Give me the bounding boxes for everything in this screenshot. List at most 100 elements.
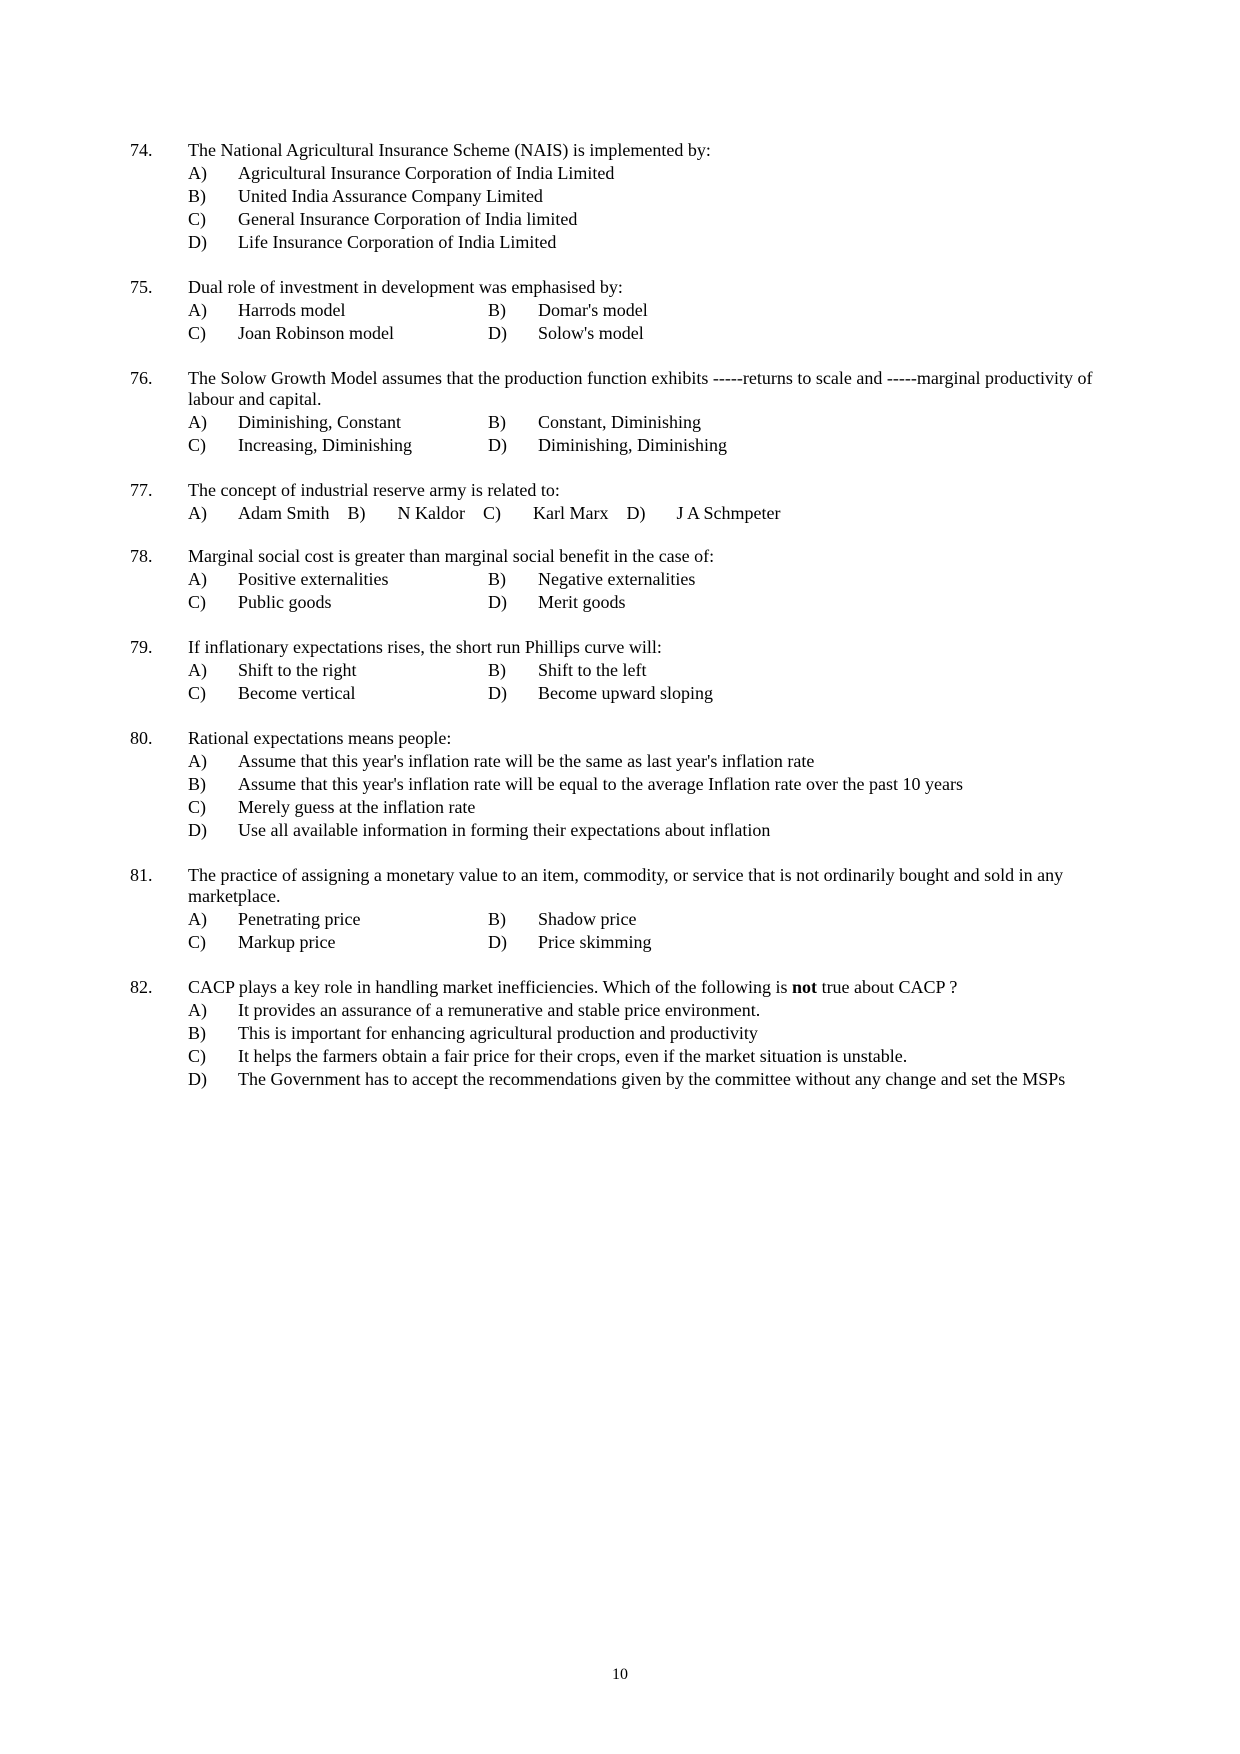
option-row: A)Agricultural Insurance Corporation of … — [188, 163, 1110, 184]
option-cell: C)Markup price — [188, 932, 488, 953]
option-cell: D)Diminishing, Diminishing — [488, 435, 1110, 456]
option-row: A)Harrods modelB)Domar's model — [188, 300, 1110, 321]
option-letter: C) — [188, 932, 238, 953]
question-body: The Solow Growth Model assumes that the … — [188, 368, 1110, 458]
option-text: Diminishing, Constant — [238, 412, 488, 433]
question-number: 81. — [130, 865, 188, 955]
option-text: Shadow price — [538, 909, 1110, 930]
question-body: The concept of industrial reserve army i… — [188, 480, 1110, 524]
option-letter: D) — [488, 932, 538, 953]
stem-text: CACP plays a key role in handling market… — [188, 977, 792, 997]
option-letter: C) — [483, 503, 533, 524]
option-cell: D)Solow's model — [488, 323, 1110, 344]
option-cell: C)Public goods — [188, 592, 488, 613]
question-number: 76. — [130, 368, 188, 458]
question-stem: Rational expectations means people: — [188, 728, 1110, 749]
option-text: Shift to the left — [538, 660, 1110, 681]
question-body: If inflationary expectations rises, the … — [188, 637, 1110, 706]
stem-emphasis: not — [792, 977, 817, 997]
option-cell: A)Penetrating price — [188, 909, 488, 930]
option-cell: D)Price skimming — [488, 932, 1110, 953]
option-letter: A) — [188, 660, 238, 681]
option-cell: A)Diminishing, Constant — [188, 412, 488, 433]
options-vertical: A)Assume that this year's inflation rate… — [188, 751, 1110, 841]
option-letter: A) — [188, 412, 238, 433]
question-stem: The practice of assigning a monetary val… — [188, 865, 1110, 907]
option-text: Life Insurance Corporation of India Limi… — [238, 232, 1110, 253]
option-text: Become vertical — [238, 683, 488, 704]
option-cell: B)Shadow price — [488, 909, 1110, 930]
option-letter: B) — [488, 660, 538, 681]
option-row: C)Joan Robinson modelD)Solow's model — [188, 323, 1110, 344]
question: 75.Dual role of investment in developmen… — [130, 277, 1110, 346]
question-body: Marginal social cost is greater than mar… — [188, 546, 1110, 615]
option-cell: A)Positive externalities — [188, 569, 488, 590]
option-text: United India Assurance Company Limited — [238, 186, 1110, 207]
option-row: C)General Insurance Corporation of India… — [188, 209, 1110, 230]
option-letter: B) — [188, 774, 238, 795]
question-body: Rational expectations means people:A)Ass… — [188, 728, 1110, 843]
option-row: D)Life Insurance Corporation of India Li… — [188, 232, 1110, 253]
question-stem: If inflationary expectations rises, the … — [188, 637, 1110, 658]
option-letter: B) — [488, 412, 538, 433]
option-letter: A) — [188, 909, 238, 930]
option-letter: A) — [188, 1000, 238, 1021]
option-cell: D)Become upward sloping — [488, 683, 1110, 704]
question-stem: CACP plays a key role in handling market… — [188, 977, 1110, 998]
option-text: Penetrating price — [238, 909, 488, 930]
option-text: Assume that this year's inflation rate w… — [238, 751, 1110, 772]
option-text: Joan Robinson model — [238, 323, 488, 344]
option-row: D)Use all available information in formi… — [188, 820, 1110, 841]
option-text: Diminishing, Diminishing — [538, 435, 1110, 456]
option-row: B)Assume that this year's inflation rate… — [188, 774, 1110, 795]
option-letter: A) — [188, 300, 238, 321]
question-number: 80. — [130, 728, 188, 843]
question: 79.If inflationary expectations rises, t… — [130, 637, 1110, 706]
option-text: Positive externalities — [238, 569, 488, 590]
questions-container: 74.The National Agricultural Insurance S… — [130, 140, 1110, 1092]
option-text: Constant, Diminishing — [538, 412, 1110, 433]
option-letter: B) — [488, 569, 538, 590]
question-number: 82. — [130, 977, 188, 1092]
question-number: 77. — [130, 480, 188, 524]
question: 74.The National Agricultural Insurance S… — [130, 140, 1110, 255]
option-cell: A)Shift to the right — [188, 660, 488, 681]
option-text: Assume that this year's inflation rate w… — [238, 774, 1110, 795]
question-stem: Dual role of investment in development w… — [188, 277, 1110, 298]
option-text: This is important for enhancing agricult… — [238, 1023, 1110, 1044]
option-text: Merely guess at the inflation rate — [238, 797, 1110, 818]
option-row: C)Become verticalD)Become upward sloping — [188, 683, 1110, 704]
question: 81.The practice of assigning a monetary … — [130, 865, 1110, 955]
option-text: Negative externalities — [538, 569, 1110, 590]
option-letter: A) — [188, 503, 238, 524]
option-letter: C) — [188, 209, 238, 230]
question: 78.Marginal social cost is greater than … — [130, 546, 1110, 615]
option-letter: C) — [188, 683, 238, 704]
option-row: A)It provides an assurance of a remunera… — [188, 1000, 1110, 1021]
option-letter: B) — [188, 186, 238, 207]
option-text: Merit goods — [538, 592, 1110, 613]
option-text: Domar's model — [538, 300, 1110, 321]
option-row: C)Merely guess at the inflation rate — [188, 797, 1110, 818]
question: 80.Rational expectations means people:A)… — [130, 728, 1110, 843]
option-letter: D) — [188, 232, 238, 253]
option-row: B)This is important for enhancing agricu… — [188, 1023, 1110, 1044]
option-letter: D) — [626, 503, 676, 524]
option-cell: C)Karl Marx — [483, 503, 608, 524]
option-text: The Government has to accept the recomme… — [238, 1069, 1110, 1090]
option-text: Solow's model — [538, 323, 1110, 344]
option-row: C)Public goodsD)Merit goods — [188, 592, 1110, 613]
option-letter: C) — [188, 435, 238, 456]
option-row: B)United India Assurance Company Limited — [188, 186, 1110, 207]
question-body: The National Agricultural Insurance Sche… — [188, 140, 1110, 255]
option-cell: A)Harrods model — [188, 300, 488, 321]
option-cell: B)Shift to the left — [488, 660, 1110, 681]
option-letter: B) — [488, 909, 538, 930]
question-number: 74. — [130, 140, 188, 255]
option-row: C)Markup priceD)Price skimming — [188, 932, 1110, 953]
question: 77.The concept of industrial reserve arm… — [130, 480, 1110, 524]
option-row: A)Diminishing, ConstantB)Constant, Dimin… — [188, 412, 1110, 433]
option-cell: B)N Kaldor — [348, 503, 465, 524]
option-text: Markup price — [238, 932, 488, 953]
option-letter: D) — [488, 323, 538, 344]
